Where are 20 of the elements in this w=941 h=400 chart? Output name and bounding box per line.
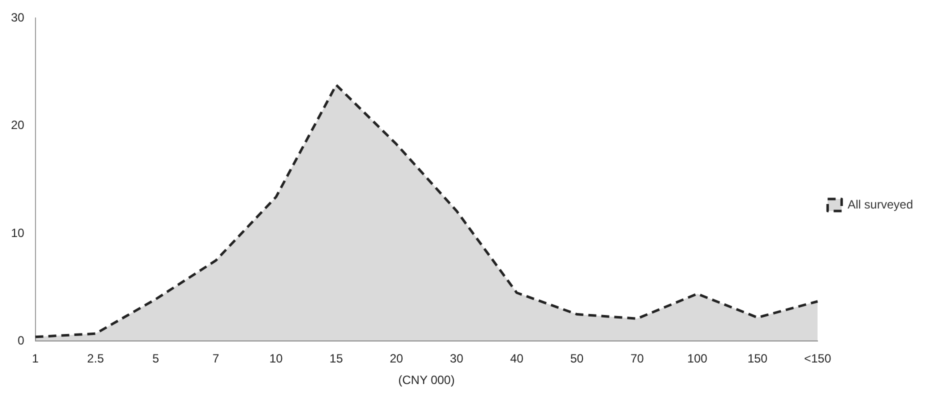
x-tick-label: 70 bbox=[630, 352, 644, 366]
x-tick-label: 50 bbox=[570, 352, 584, 366]
y-tick-label: 20 bbox=[10, 118, 25, 132]
y-tick-label: 30 bbox=[10, 10, 25, 25]
x-tick-label: 15 bbox=[330, 352, 344, 366]
x-tick-label: 1 bbox=[32, 352, 40, 366]
x-tick-label: <150 bbox=[804, 352, 832, 366]
x-tick-label: 40 bbox=[510, 352, 524, 366]
x-tick-label: 7 bbox=[212, 352, 220, 366]
x-tick-label: 10 bbox=[269, 352, 284, 366]
x-axis-title: (CNY 000) bbox=[398, 373, 455, 388]
x-tick-label: 2.5 bbox=[87, 352, 104, 366]
y-tick-label: 0 bbox=[18, 334, 25, 348]
x-tick-label: 30 bbox=[450, 352, 464, 366]
x-tick-label: 20 bbox=[390, 352, 404, 366]
legend-label: All surveyed bbox=[848, 197, 914, 212]
y-tick-label: 10 bbox=[10, 226, 25, 240]
x-tick-label: 100 bbox=[687, 352, 708, 366]
x-tick-label: 5 bbox=[152, 352, 160, 366]
x-tick-label: 150 bbox=[747, 352, 768, 366]
